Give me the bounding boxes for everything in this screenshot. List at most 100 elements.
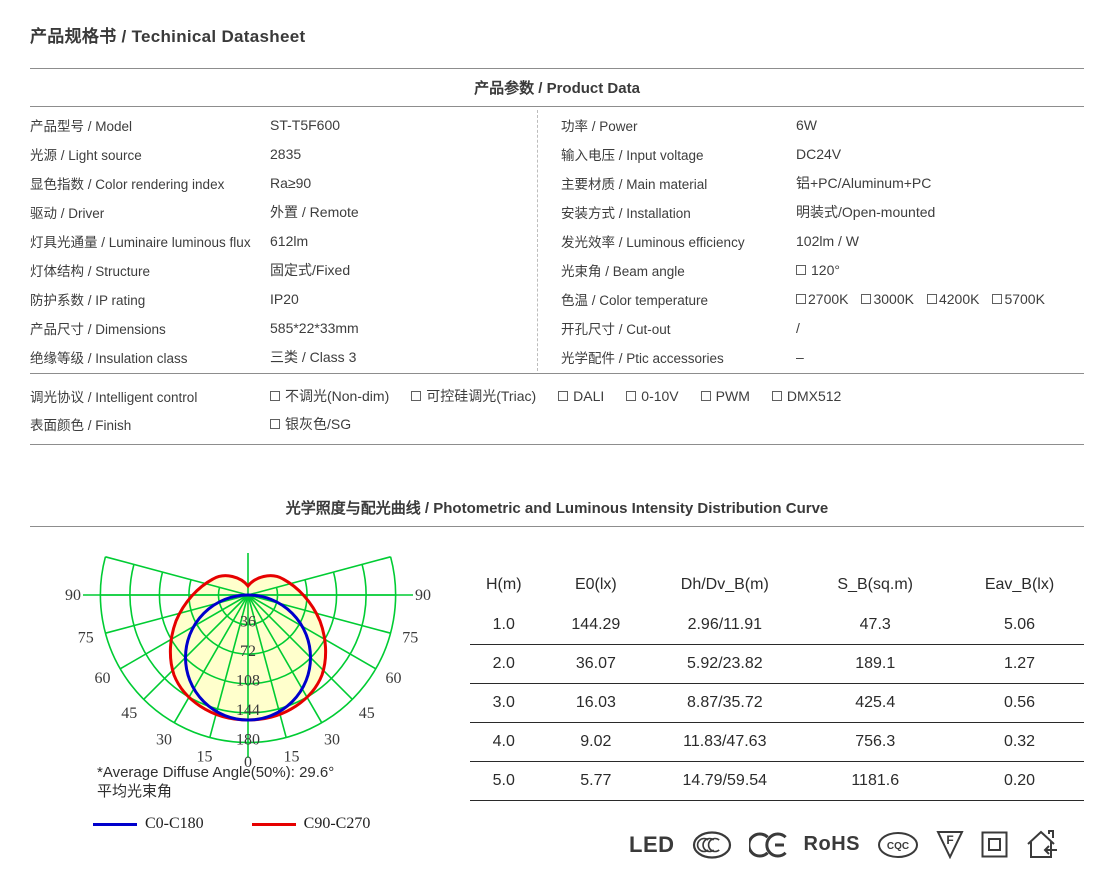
option-group: 120° <box>796 262 840 278</box>
certification-logos: LED RoHS CQC F <box>629 829 1058 860</box>
param-label: 灯具光通量 / Luminaire luminous flux <box>30 234 251 250</box>
legend-label: C90-C270 <box>303 815 371 832</box>
polar-tick-label: 45 <box>359 705 375 722</box>
param-value: 612lm <box>270 232 309 249</box>
checkbox-option: DMX512 <box>771 388 842 404</box>
indoor-use-house-icon <box>1027 830 1057 858</box>
param-row: 防护系数 / IP rating IP20 <box>30 284 537 313</box>
param-row: 色温 / Color temperature 2700K 3000K 4200K 570… <box>561 284 1084 313</box>
param-label: 色温 / Color temperature <box>561 292 709 308</box>
polar-labels: 36 72 108 144 180 90 90 75 75 60 60 45 45 30 30 15 15 0 <box>65 587 431 771</box>
param-value: 120° <box>796 262 840 278</box>
f-mark-icon: F <box>936 831 964 859</box>
table-cell: 5.92/23.82 <box>654 644 796 684</box>
param-value: 102lm / W <box>796 232 860 249</box>
param-value: – <box>796 348 804 365</box>
table-cell: 9.02 <box>537 722 655 762</box>
param-value: ST-T5F600 <box>270 116 341 133</box>
param-label: 光源 / Light source <box>30 147 142 163</box>
checkbox-icon <box>411 391 422 401</box>
param-value: 外置 / Remote <box>270 203 359 220</box>
polar-tick-label: 45 <box>121 705 137 722</box>
table-cell: 4.0 <box>470 722 538 762</box>
param-value: 三类 / Class 3 <box>270 348 357 365</box>
chart-legend: C0-C180 C90-C270 <box>93 815 370 833</box>
table-row: 4.0 9.02 11.83/47.63 756.3 0.32 <box>470 722 1084 762</box>
option-label: 120° <box>811 261 840 278</box>
option-group: 银灰色/SG <box>270 414 351 434</box>
param-row: 驱动 / Driver 外置 / Remote <box>30 197 537 226</box>
param-row: 光束角 / Beam angle 120° <box>561 255 1084 284</box>
checkbox-icon <box>992 293 1003 304</box>
option-label: 0-10V <box>641 388 679 404</box>
average-beam-angle-note: 平均光束角 <box>97 783 173 800</box>
param-row: 光学配件 / Ptic accessories – <box>561 342 1084 371</box>
table-row: 3.0 16.03 8.87/35.72 425.4 0.56 <box>470 683 1084 723</box>
table-cell: 1.0 <box>470 606 538 645</box>
table-cell: 5.0 <box>470 761 538 801</box>
param-label: 绝缘等级 / Insulation class <box>30 350 188 366</box>
table-cell: 11.83/47.63 <box>654 722 796 762</box>
polar-grid <box>83 553 413 758</box>
option-label: 3000K <box>873 290 914 307</box>
option-label: 2700K <box>808 290 849 307</box>
polar-tick-label: 0 <box>244 754 252 771</box>
param-label: 光束角 / Beam angle <box>561 263 685 279</box>
param-value: 2835 <box>270 145 302 162</box>
legend-item: C90-C270 <box>251 815 371 833</box>
polar-tick-label: 90 <box>415 587 431 604</box>
param-value: 明装式/Open-mounted <box>796 203 936 220</box>
photometric-content: 36 72 108 144 180 90 90 75 75 60 60 45 45 30 30 15 15 0 *… <box>30 553 1084 855</box>
param-row: 表面颜色 / Finish 银灰色/SG <box>30 410 1084 438</box>
chart-footnote: *Average Diffuse Angle(50%): 29.6° 平均光束角 <box>97 763 334 801</box>
option-label: DMX512 <box>786 388 842 404</box>
polar-tick-label: 15 <box>284 748 300 765</box>
product-data-left-column: 产品型号 / Model ST-T5F600 光源 / Light source 28… <box>30 110 537 371</box>
checkbox-option: 5700K <box>992 291 1045 307</box>
table-cell: 144.29 <box>537 606 655 645</box>
param-row: 安装方式 / Installation 明装式/Open-mounted <box>561 197 1084 226</box>
photometric-table-wrap: H(m) E0(lx) Dh/Dv_B(m) S_B(sq.m) Eav_B(lx) 1… <box>470 553 1084 855</box>
param-value: IP20 <box>270 290 299 307</box>
checkbox-icon <box>796 293 806 304</box>
param-row: 显色指数 / Color rendering index Ra≥90 <box>30 168 537 197</box>
table-header-cell: Dh/Dv_B(m) <box>680 576 769 593</box>
checkbox-option: DALI <box>558 388 604 404</box>
page-title: 产品规格书 / Techinical Datasheet <box>30 27 306 46</box>
polar-tick-label: 60 <box>386 670 402 687</box>
param-value: 6W <box>796 116 817 133</box>
polar-tick-label: 108 <box>236 673 260 690</box>
polar-tick-label: 72 <box>240 643 256 660</box>
polar-tick-label: 30 <box>156 732 172 749</box>
param-value: 585*22*33mm <box>270 319 359 336</box>
polar-tick-label: 144 <box>236 702 260 719</box>
param-row: 灯体结构 / Structure 固定式/Fixed <box>30 255 537 284</box>
product-data-table: 产品型号 / Model ST-T5F600 光源 / Light source 28… <box>30 107 1084 373</box>
option-label: DALI <box>573 388 605 404</box>
param-label: 主要材质 / Main material <box>561 176 708 192</box>
param-row: 产品尺寸 / Dimensions 585*22*33mm <box>30 313 537 342</box>
param-label: 驱动 / Driver <box>30 205 105 221</box>
param-value: 固定式/Fixed <box>270 261 351 278</box>
table-cell: 2.0 <box>470 644 538 684</box>
checkbox-icon <box>626 391 637 401</box>
param-label: 灯体结构 / Structure <box>30 263 151 279</box>
checkbox-icon <box>558 391 569 401</box>
table-cell: 189.1 <box>795 644 956 684</box>
dimming-finish-rows: 调光协议 / Intelligent control 不调光(Non-dim) 可控… <box>30 374 1084 444</box>
param-row: 开孔尺寸 / Cut-out / <box>561 313 1084 342</box>
checkbox-option: 120° <box>796 262 840 278</box>
checkbox-option: 4200K <box>926 291 979 307</box>
table-cell: 16.03 <box>537 683 655 723</box>
divider <box>30 68 1084 69</box>
option-label: 不调光(Non-dim) <box>285 388 390 404</box>
option-label: PWM <box>715 388 750 404</box>
param-label: 光学配件 / Ptic accessories <box>561 350 724 366</box>
polar-tick-label: 60 <box>95 670 111 687</box>
checkbox-option: PWM <box>700 388 750 404</box>
table-cell: 3.0 <box>470 683 538 723</box>
param-label: 表面颜色 / Finish <box>30 418 132 433</box>
param-label: 发光效率 / Luminous efficiency <box>561 234 745 250</box>
table-header-cell: S_B(sq.m) <box>837 576 913 593</box>
ccc-mark-icon <box>692 830 731 859</box>
